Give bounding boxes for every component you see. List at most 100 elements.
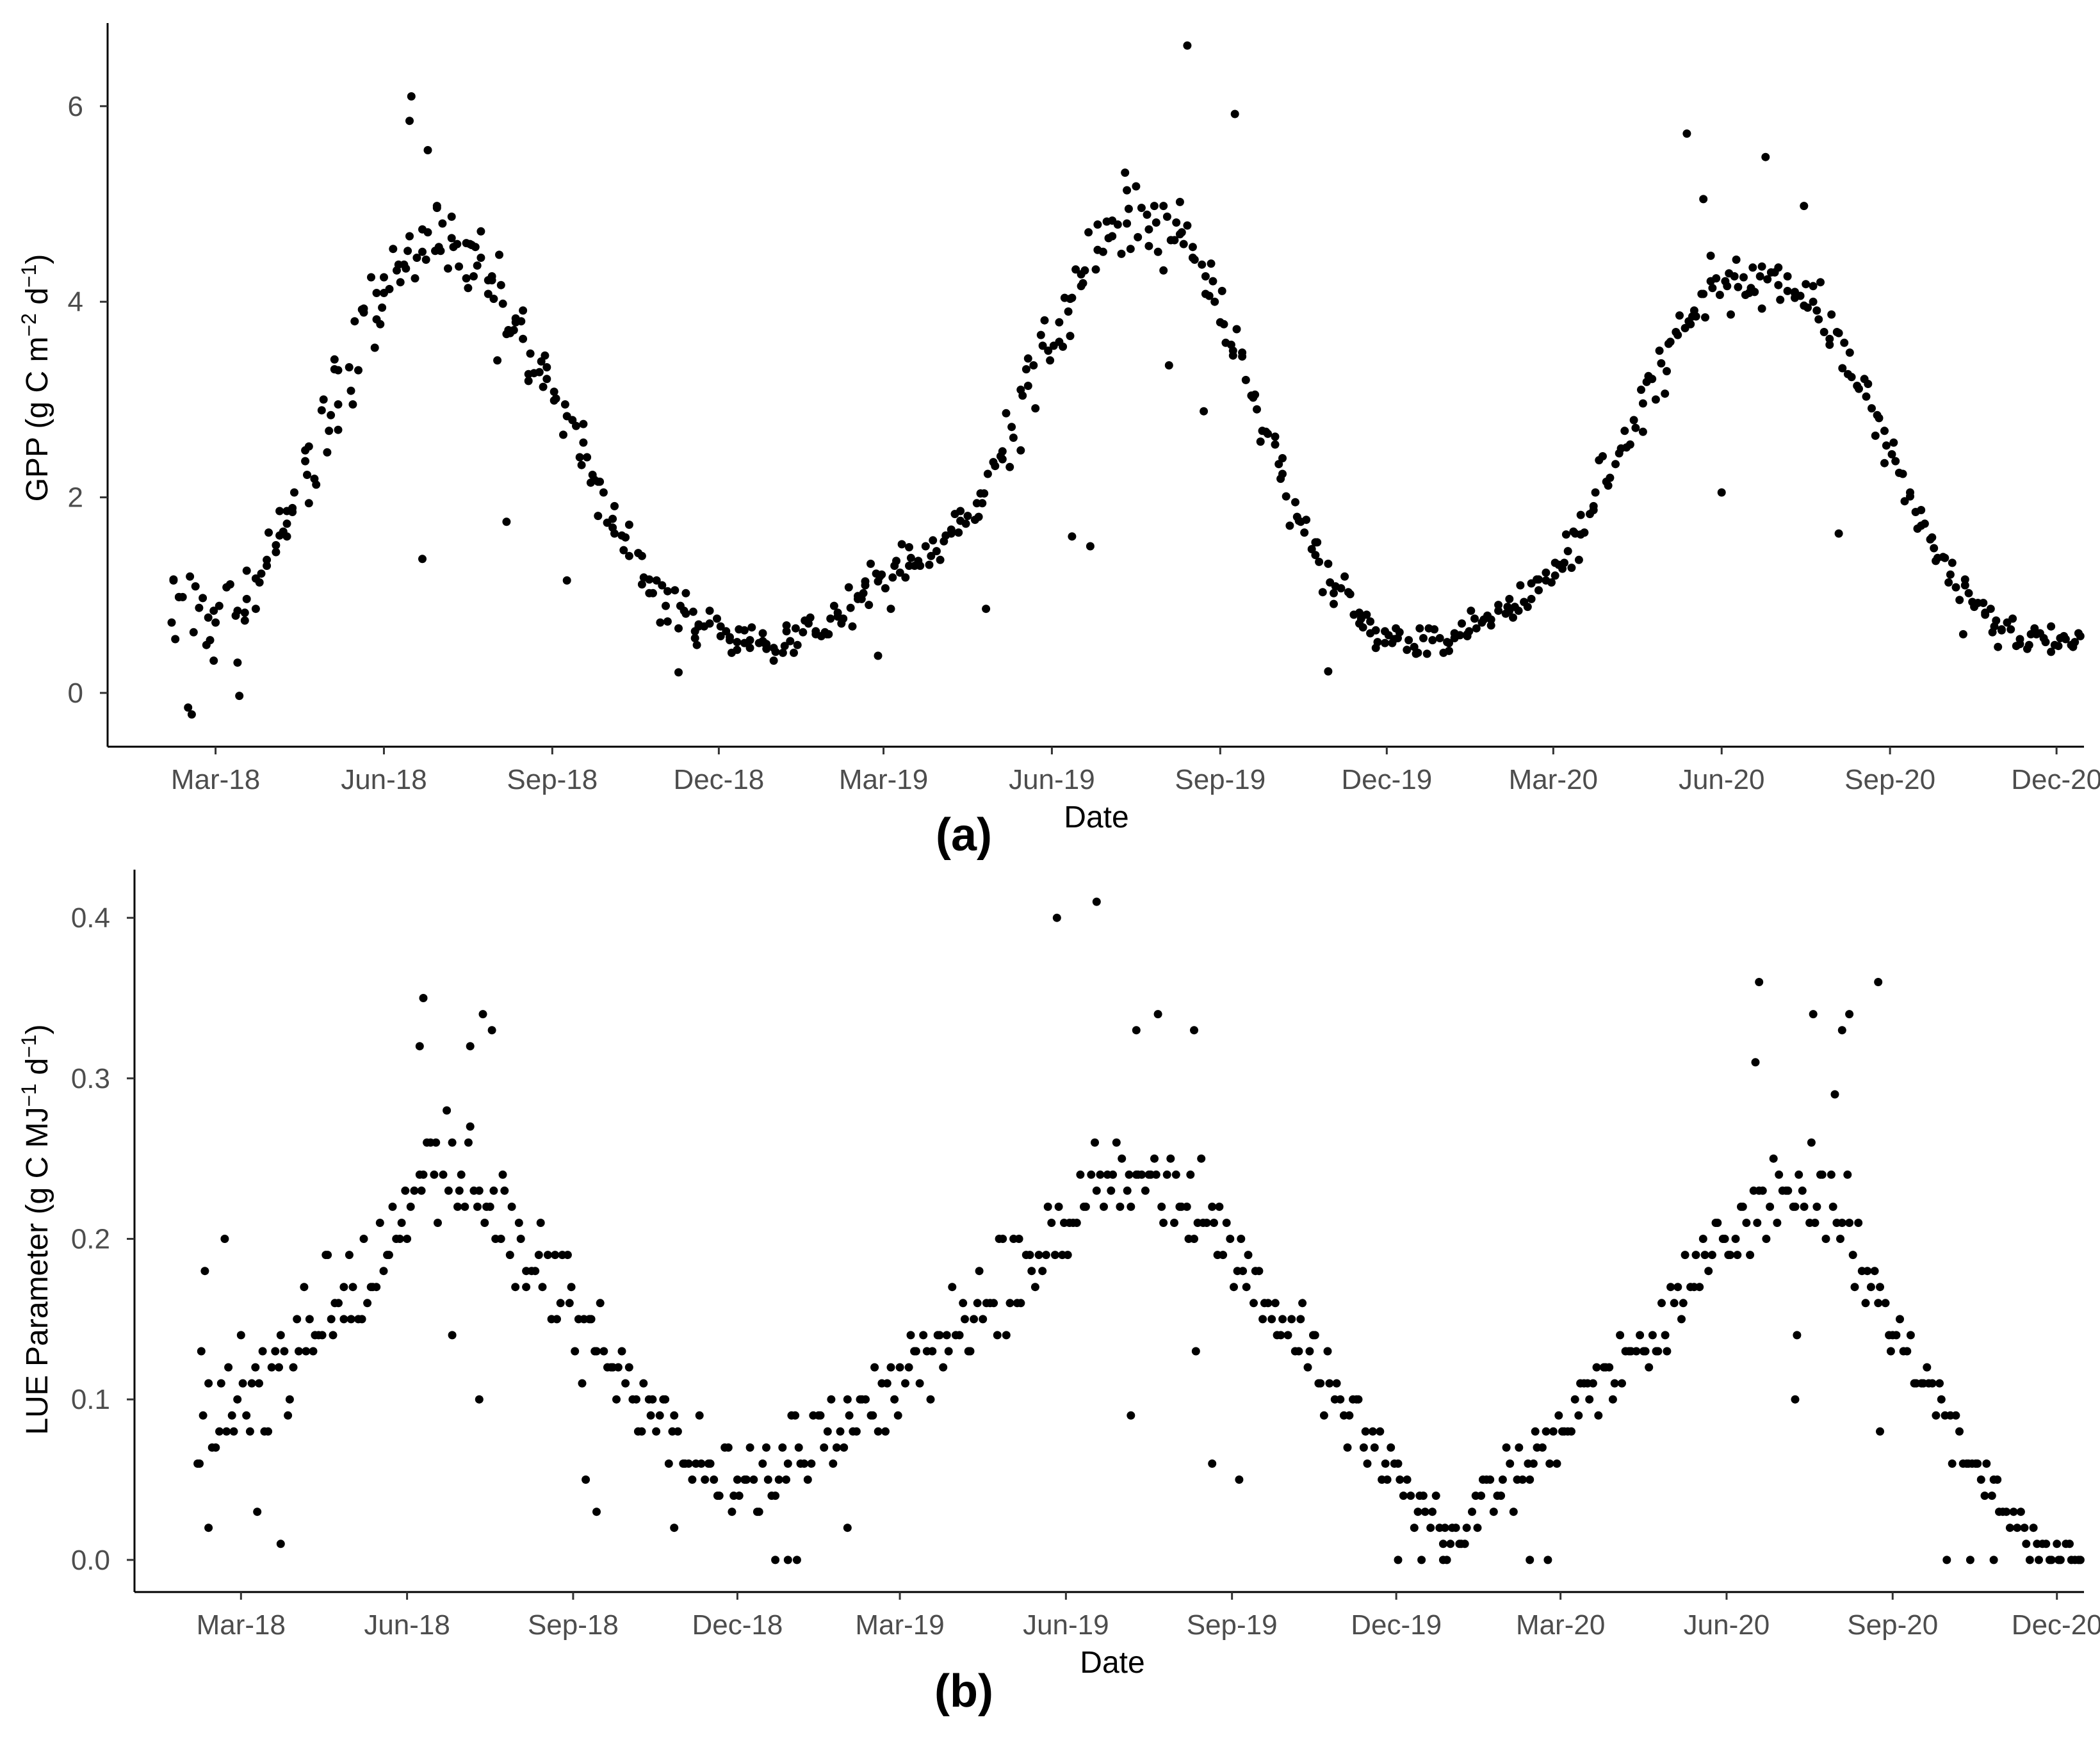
- gpp-data-point: [839, 614, 848, 623]
- gpp-data-point: [1960, 581, 1969, 590]
- lue-data-point: [384, 1251, 393, 1260]
- gpp-data-point: [1470, 614, 1479, 623]
- gpp-data-point: [874, 651, 883, 660]
- gpp-data-point: [1162, 212, 1171, 221]
- lue-data-point: [293, 1315, 302, 1324]
- lue-data-point: [1294, 1347, 1303, 1356]
- gpp-data-point: [1727, 310, 1735, 319]
- lue-data-point: [1610, 1379, 1619, 1388]
- gpp-data-point: [1205, 291, 1214, 300]
- gpp-data-point: [740, 626, 749, 635]
- lue-data-point: [229, 1427, 238, 1436]
- gpp-data-point: [1278, 469, 1287, 478]
- lue-data-point: [1343, 1443, 1352, 1452]
- gpp-data-point: [1315, 557, 1324, 566]
- lue-data-point: [1707, 1251, 1716, 1260]
- gpp-data-point: [1123, 219, 1132, 228]
- lue-data-point: [624, 1363, 633, 1372]
- lue-data-point: [1738, 1202, 1747, 1211]
- lue-data-point: [979, 1315, 988, 1324]
- lue-data-point: [1594, 1411, 1603, 1420]
- gpp-data-point: [1366, 617, 1375, 626]
- lue-data-point: [466, 1042, 475, 1051]
- gpp-data-point: [1300, 528, 1309, 537]
- lue-data-point: [749, 1475, 758, 1484]
- lue-data-point: [309, 1347, 318, 1356]
- gpp-data-point: [412, 254, 421, 262]
- lue-data-point: [1323, 1347, 1332, 1356]
- lue-data-point: [1283, 1331, 1292, 1340]
- gpp-data-point: [1604, 481, 1613, 490]
- gpp-data-point: [1561, 530, 1570, 539]
- gpp-data-point: [771, 647, 780, 656]
- gpp-data-point: [1686, 320, 1695, 329]
- gpp-data-point: [319, 395, 328, 404]
- lue-data-point: [1370, 1443, 1379, 1452]
- gpp-data-point: [1827, 310, 1836, 319]
- gpp-data-point: [471, 243, 480, 252]
- lue-data-point: [485, 1202, 494, 1211]
- gpp-data-point: [936, 555, 945, 564]
- gpp-data-point: [1840, 338, 1849, 347]
- gpp-data-point: [1029, 361, 1038, 370]
- gpp-data-point: [251, 605, 260, 613]
- gpp-data-point: [444, 264, 452, 273]
- lue-data-point: [1526, 1556, 1534, 1564]
- gpp-data-point: [1706, 251, 1715, 260]
- gpp-data-point: [1055, 318, 1064, 327]
- gpp-data-point: [242, 594, 251, 603]
- gpp-data-point: [799, 628, 808, 637]
- gpp-data-point: [542, 375, 551, 384]
- lue-data-point: [415, 1042, 424, 1051]
- lue-data-point: [1438, 1540, 1447, 1548]
- gpp-data-point: [1143, 210, 1152, 219]
- lue-x-tick-label: Dec-18: [692, 1609, 783, 1641]
- gpp-data-point: [1108, 232, 1117, 241]
- gpp-data-point: [1712, 274, 1721, 283]
- gpp-data-point: [2054, 642, 2063, 651]
- gpp-data-point: [2047, 622, 2056, 631]
- lue-data-point: [204, 1524, 213, 1532]
- gpp-data-point: [304, 499, 313, 508]
- lue-data-point: [935, 1331, 944, 1340]
- lue-data-point: [1092, 1186, 1101, 1195]
- lue-data-point: [1230, 1283, 1238, 1292]
- gpp-data-point: [1458, 619, 1466, 628]
- gpp-data-point: [1516, 581, 1525, 590]
- gpp-data-point: [1318, 588, 1327, 597]
- lue-data-point: [300, 1283, 309, 1292]
- lue-data-point: [614, 1363, 623, 1372]
- gpp-data-point: [786, 637, 795, 646]
- lue-data-point: [516, 1235, 525, 1243]
- lue-data-point: [1742, 1219, 1751, 1227]
- lue-data-point: [1973, 1459, 1982, 1468]
- gpp-data-point: [1126, 245, 1135, 254]
- gpp-data-point: [1958, 630, 1967, 638]
- lue-data-point: [498, 1170, 507, 1179]
- gpp-data-point: [396, 278, 405, 287]
- gpp-y-tick-label: 4: [68, 286, 83, 318]
- gpp-data-point: [526, 349, 535, 358]
- panel-label-b: (b): [934, 1666, 993, 1717]
- lue-data-point: [264, 1427, 273, 1436]
- gpp-data-point: [1207, 259, 1216, 268]
- gpp-data-point: [1150, 202, 1159, 211]
- lue-data-point: [1870, 1267, 1879, 1276]
- gpp-data-point: [824, 630, 833, 638]
- lue-data-point: [1795, 1170, 1803, 1179]
- lue-data-point: [1112, 1138, 1121, 1147]
- gpp-data-point: [1845, 348, 1854, 357]
- lue-data-point: [511, 1283, 520, 1292]
- gpp-data-point: [1373, 638, 1382, 647]
- lue-data-point: [1695, 1283, 1704, 1292]
- gpp-data-point: [1313, 538, 1322, 547]
- lue-data-point: [1486, 1475, 1495, 1484]
- gpp-data-point: [1486, 615, 1495, 624]
- gpp-x-ticks: Mar-18 Jun-18 Sep-18 Dec-18 Mar-19 Jun-19 Sep-…: [171, 747, 2100, 795]
- lue-data-point: [323, 1251, 332, 1260]
- gpp-data-point: [524, 377, 533, 386]
- lue-data-point: [489, 1186, 498, 1195]
- gpp-data-point: [1941, 553, 1949, 562]
- gpp-x-tick-label: Sep-20: [1844, 764, 1935, 795]
- gpp-data-point: [385, 284, 394, 293]
